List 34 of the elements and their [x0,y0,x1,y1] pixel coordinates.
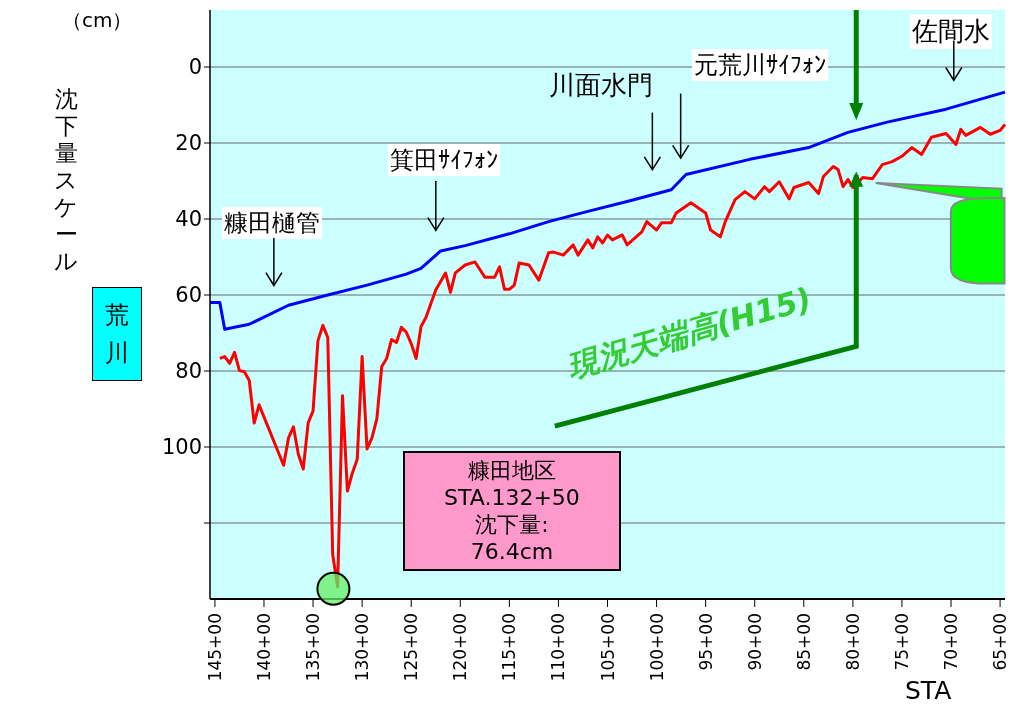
text: 荒川 [104,300,130,370]
x-tick-label: 120+00 [450,613,471,682]
x-tick-label: 105+00 [597,613,618,682]
x-tick-label: 100+00 [646,613,667,682]
x-tick-label: 135+00 [303,613,324,682]
x-tick-label: 125+00 [401,613,422,682]
x-tick-label: 70+00 [941,613,962,671]
x-tick-label: 115+00 [499,613,520,682]
x-tick-label: 80+00 [842,613,863,671]
x-tick-label: 130+00 [352,613,373,682]
y-tick-label: 80 [175,359,202,384]
x-tick-label: 90+00 [744,613,765,671]
annotation: 元荒川ｻｲﾌｫﾝ [692,49,829,82]
annotation: 現況天端高(H15) [562,279,817,387]
x-tick-label: 145+00 [204,613,225,682]
x-tick-label: 75+00 [891,613,912,671]
annotation: 箕田ｻｲﾌｫﾝ [388,144,501,177]
x-tick-label: 95+00 [695,613,716,671]
text: （cm） [62,7,133,35]
y-axis-title: 沈下量スケール [53,86,79,275]
x-axis-title: STA [905,676,952,705]
annotation: 糠田樋管 [222,206,323,239]
x-tick-label: 140+00 [253,613,274,682]
y-tick-label: 60 [175,283,202,308]
x-tick-label: 85+00 [793,613,814,671]
y-tick-label: 100 [161,435,202,460]
y-tick-label: 40 [175,207,202,232]
annotation: 佐間水 [909,13,992,49]
y-tick-label: 0 [188,55,202,80]
annotation: 糠田地区 STA.132+50 沈下量: 76.4cm [443,456,581,565]
annotation: 川面水門 [548,69,653,103]
x-tick-label: 65+00 [990,613,1011,671]
y-tick-label: 20 [175,131,202,156]
x-tick-label: 110+00 [548,613,569,682]
